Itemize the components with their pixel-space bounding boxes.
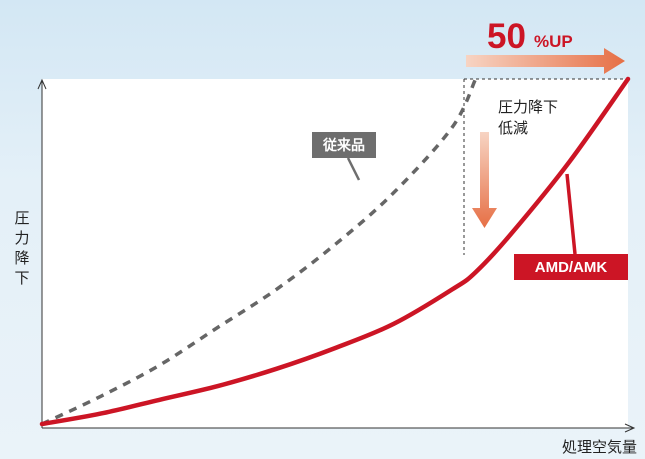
legend-label-amd-amk: AMD/AMK: [535, 259, 608, 276]
y-axis-label: 圧力降下: [14, 209, 29, 287]
up-arrow: [466, 48, 625, 74]
y-axis-label-char: 降: [14, 249, 29, 267]
series-line-jurai: [41, 78, 478, 426]
legend-box-amd-amk: [514, 254, 628, 280]
series-line-amd-amk: [39, 76, 631, 427]
y-axis-label-char: 下: [14, 269, 29, 287]
x-axis-arrowhead: [624, 423, 636, 433]
legend-leader-amd-amk: [565, 173, 577, 255]
legend-box-jurai: [312, 132, 376, 158]
y-axis-label-char: 圧: [14, 209, 29, 227]
legend-label-jurai: 従来品: [322, 137, 365, 154]
down-arrow: [472, 132, 497, 228]
legend-leader-jurai: [346, 157, 361, 181]
improvement-value: 50: [487, 17, 526, 56]
y-axis-label-char: 力: [14, 229, 29, 247]
x-axis-label: 処理空気量: [562, 438, 637, 456]
y-axis-arrowhead: [37, 78, 47, 90]
plot-area: [42, 79, 628, 428]
pressure-note-line2: 低減: [498, 119, 528, 137]
improvement-unit: %UP: [534, 32, 573, 51]
pressure-note-line1: 圧力降下: [498, 98, 558, 116]
